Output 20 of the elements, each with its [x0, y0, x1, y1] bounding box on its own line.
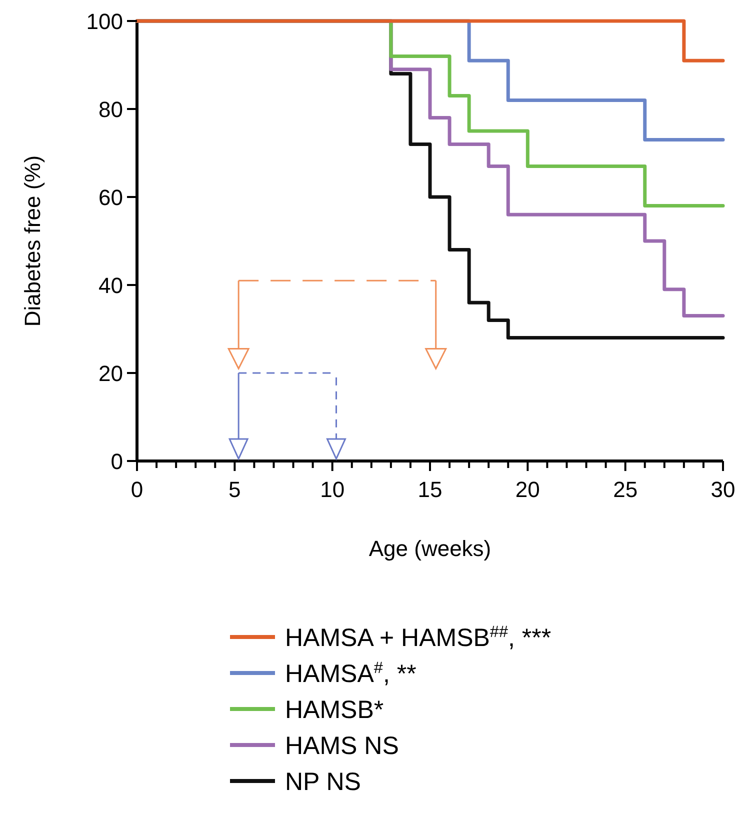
- x-tick-label: 15: [418, 477, 442, 502]
- y-tick-label: 0: [110, 449, 123, 474]
- legend-label: HAMSA$^{#}$, **: [285, 659, 417, 688]
- y-tick-label: 80: [98, 97, 123, 122]
- legend-label: HAMS NS: [285, 732, 399, 760]
- x-tick-label: 0: [130, 477, 144, 502]
- x-tick-label: 10: [320, 477, 345, 502]
- legend-label: NP NS: [285, 768, 361, 796]
- y-axis-title: Diabetes free (%): [20, 155, 45, 327]
- legend-label: HAMSB*: [285, 696, 384, 724]
- x-tick-label: 5: [228, 477, 241, 502]
- y-tick-label: 20: [98, 361, 123, 386]
- y-tick-label: 40: [98, 273, 123, 298]
- x-tick-label: 20: [515, 477, 540, 502]
- y-tick-label: 60: [98, 185, 123, 210]
- legend-label: HAMSA + HAMSB$^{##}$, ***: [285, 623, 552, 652]
- x-tick-label: 30: [710, 477, 736, 502]
- x-tick-label: 25: [613, 477, 638, 502]
- y-tick-label: 100: [86, 9, 123, 34]
- x-axis-title: Age (weeks): [368, 536, 492, 561]
